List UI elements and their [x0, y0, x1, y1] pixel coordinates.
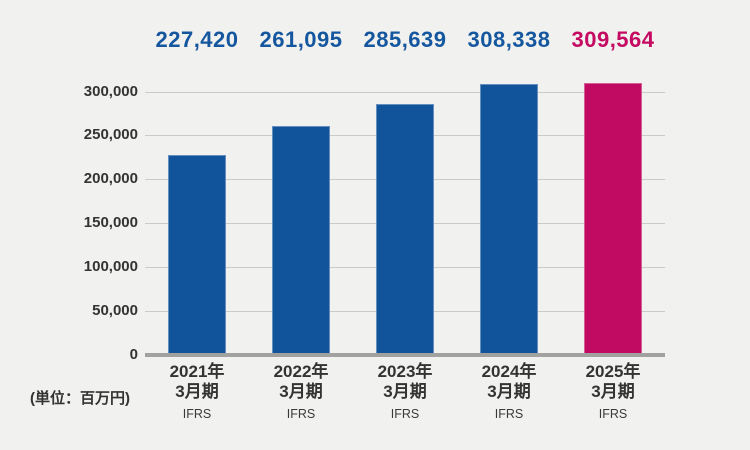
value-label: 285,639 [363, 27, 447, 52]
x-label-year: 2022年 [273, 362, 329, 381]
value-label: 227,420 [155, 27, 239, 52]
x-label-period: 3月期 [591, 382, 635, 401]
x-label-standard: IFRS [286, 407, 316, 421]
x-label-year: 2021年 [169, 362, 225, 381]
bar-2021 [168, 155, 226, 353]
value-label: 308,338 [467, 27, 551, 52]
x-label-standard: IFRS [494, 407, 524, 421]
x-label-period: 3月期 [175, 382, 219, 401]
x-label-2021: 2021年 3月期 IFRS [145, 362, 249, 421]
y-axis-tick-label: 300,000 [83, 83, 138, 100]
x-label-standard: IFRS [182, 407, 212, 421]
unit-note: (単位：百万円) [30, 390, 130, 407]
bar-2025-highlighted [584, 83, 642, 353]
x-label-2025: 2025年 3月期 IFRS [561, 362, 665, 421]
x-label-period: 3月期 [383, 382, 427, 401]
x-label-period: 3月期 [487, 382, 531, 401]
value-label: 261,095 [259, 27, 343, 52]
bar-2023 [376, 104, 434, 353]
x-label-period: 3月期 [279, 382, 323, 401]
x-label-2023: 2023年 3月期 IFRS [353, 362, 457, 421]
x-label-year: 2025年 [585, 362, 641, 381]
x-label-standard: IFRS [598, 407, 628, 421]
y-axis-tick-label: 0 [129, 346, 138, 363]
x-label-year: 2023年 [377, 362, 433, 381]
y-axis-tick-label: 100,000 [83, 258, 138, 275]
y-axis-tick-label: 250,000 [83, 126, 138, 143]
x-label-2022: 2022年 3月期 IFRS [249, 362, 353, 421]
value-label-highlighted: 309,564 [571, 27, 655, 52]
y-axis-tick-label: 150,000 [83, 214, 138, 231]
x-label-standard: IFRS [390, 407, 420, 421]
gridline [145, 92, 665, 93]
y-axis-tick-label: 200,000 [83, 170, 138, 187]
y-axis-tick-label: 50,000 [92, 302, 138, 319]
bar-2024 [480, 84, 538, 353]
bar-2022 [272, 126, 330, 353]
x-label-2024: 2024年 3月期 IFRS [457, 362, 561, 421]
x-axis-line [145, 353, 665, 357]
x-label-year: 2024年 [481, 362, 537, 381]
